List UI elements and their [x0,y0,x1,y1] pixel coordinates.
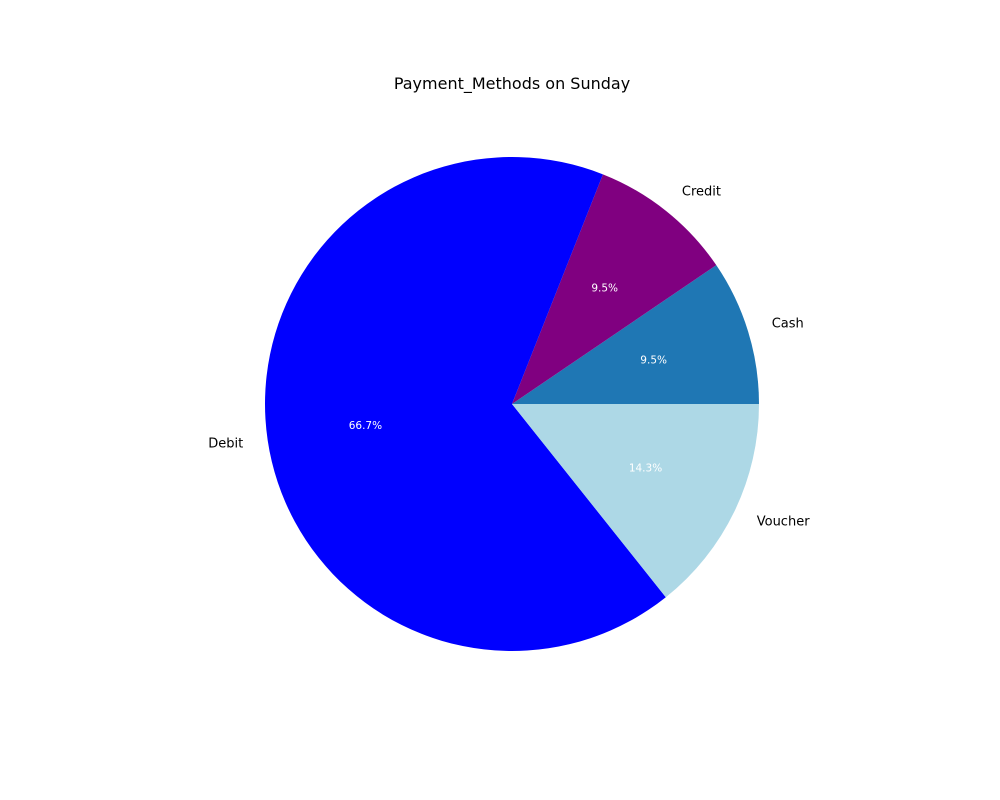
pie-slice-credit [512,174,717,404]
slice-label-cash: Cash [772,317,804,332]
pie-slice-cash [512,265,759,404]
slice-percent-cash: 9.5% [640,354,667,366]
slice-percent-debit: 66.7% [349,420,382,432]
slice-percent-credit: 9.5% [591,282,618,294]
pie-labels: Cash 9.5% Credit 9.5% Debit 66.7% Voucher 14.3% [208,184,810,529]
slice-label-debit: Debit [208,436,243,451]
slice-label-voucher: Voucher [757,514,810,529]
slice-percent-voucher: 14.3% [629,462,662,474]
pie-slice-debit [265,157,666,651]
pie-slice-voucher [512,404,759,598]
chart-title: Payment_Methods on Sunday [394,74,630,94]
pie-slices [265,157,759,651]
slice-label-credit: Credit [682,184,721,199]
